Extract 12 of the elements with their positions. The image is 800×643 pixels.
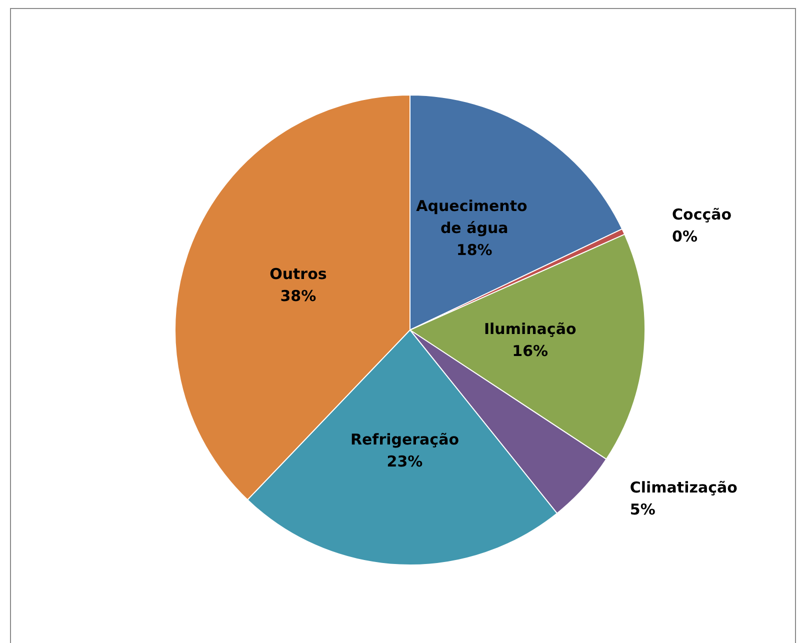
slice-label: Aquecimento de água — [416, 197, 533, 238]
slice-label: Outros — [270, 265, 327, 284]
data-label: 18% — [456, 241, 492, 260]
data-label: 38% — [280, 287, 316, 306]
data-label: 23% — [386, 452, 423, 470]
slice-label: Climatização — [630, 478, 738, 496]
slice-label: Iluminação — [484, 320, 576, 338]
data-label: 0% — [672, 227, 698, 246]
data-label: 5% — [630, 500, 656, 518]
slice-label: Cocção — [672, 205, 732, 224]
data-label: 16% — [512, 342, 548, 360]
slice-label: Refrigeração — [350, 430, 459, 448]
